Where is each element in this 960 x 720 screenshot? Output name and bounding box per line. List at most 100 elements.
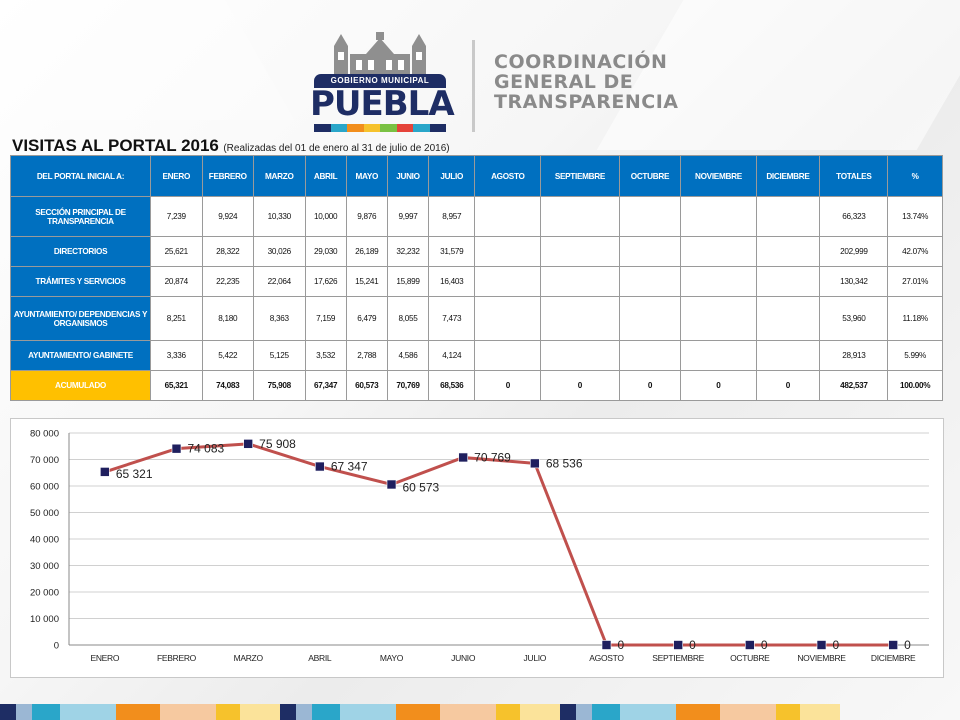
x-tick-label: AGOSTO bbox=[589, 653, 624, 663]
x-tick-label: MARZO bbox=[234, 653, 264, 663]
data-label: 0 bbox=[689, 638, 696, 652]
column-header: OCTUBRE bbox=[618, 155, 682, 197]
table-cell bbox=[680, 236, 757, 267]
footer-stripe bbox=[720, 704, 776, 720]
table-cell: 0 bbox=[680, 370, 757, 401]
table-cell: 27.01% bbox=[887, 266, 943, 297]
y-tick-label: 60 000 bbox=[30, 482, 59, 493]
data-point bbox=[673, 640, 683, 650]
logo-wordmark: PUEBLA bbox=[310, 84, 455, 124]
footer-stripe bbox=[160, 704, 216, 720]
footer-stripe bbox=[312, 704, 340, 720]
footer-stripe bbox=[520, 704, 560, 720]
footer-stripe bbox=[560, 704, 576, 720]
table-cell bbox=[680, 340, 757, 371]
data-point bbox=[243, 439, 253, 449]
footer-stripe bbox=[340, 704, 396, 720]
row-label: AYUNTAMIENTO/ DEPENDENCIAS Y ORGANISMOS bbox=[9, 296, 152, 341]
table-cell: 74,083 bbox=[201, 370, 255, 401]
data-point bbox=[171, 443, 182, 454]
data-label: 67 347 bbox=[331, 460, 368, 474]
table-cell: 0 bbox=[618, 370, 682, 401]
row-label: DIRECTORIOS bbox=[9, 236, 152, 267]
logo-color-bar bbox=[314, 124, 446, 132]
logo-bar-segment bbox=[363, 124, 380, 132]
table-cell bbox=[755, 196, 821, 237]
header-divider bbox=[472, 40, 475, 132]
column-header: SEPTIEMBRE bbox=[540, 155, 620, 197]
row-label: AYUNTAMIENTO/ GABINETE bbox=[9, 340, 152, 371]
footer-stripe bbox=[60, 704, 116, 720]
table-cell bbox=[755, 266, 821, 297]
data-point bbox=[601, 640, 612, 650]
table-cell: 7,239 bbox=[150, 196, 203, 237]
table-cell: 7,473 bbox=[428, 296, 476, 341]
table-cell bbox=[474, 196, 542, 237]
table-cell: 15,899 bbox=[386, 266, 430, 297]
chart-svg: 0 10 000 20 000 30 000 40 000 50 000 60 000 70 … bbox=[30, 429, 929, 663]
table-cell: 13.74% bbox=[887, 196, 943, 237]
footer-stripe bbox=[216, 704, 240, 720]
table-cell: 53,960 bbox=[819, 296, 889, 341]
footer-stripe bbox=[800, 704, 840, 720]
table-cell: 42.07% bbox=[887, 236, 943, 267]
organization-line: COORDINACIÓN bbox=[494, 51, 668, 73]
cathedral-skyline-icon bbox=[334, 32, 426, 76]
organization-line: TRANSPARENCIA bbox=[494, 91, 679, 113]
visits-line-chart: 0 10 000 20 000 30 000 40 000 50 000 60 000 70 … bbox=[10, 418, 944, 678]
table-cell bbox=[540, 196, 620, 237]
organization-line: GENERAL DE bbox=[494, 71, 634, 93]
table-cell: 10,000 bbox=[304, 196, 347, 237]
column-header: ABRIL bbox=[304, 155, 347, 197]
data-point bbox=[100, 467, 110, 477]
title-main: VISITAS AL PORTAL 2016 bbox=[12, 136, 219, 155]
row-label: ACUMULADO bbox=[9, 370, 152, 401]
column-header: DICIEMBRE bbox=[755, 155, 821, 197]
logo-bar-segment bbox=[396, 124, 413, 132]
table-cell: 8,055 bbox=[386, 296, 430, 341]
table-cell bbox=[680, 296, 757, 341]
table-cell bbox=[540, 236, 620, 267]
table-row: TRÁMITES Y SERVICIOS 20,874 22,235 22,064 17… bbox=[9, 266, 943, 297]
table-cell: 4,124 bbox=[428, 340, 476, 371]
table-cell: 0 bbox=[540, 370, 620, 401]
data-point bbox=[530, 458, 540, 469]
footer-stripe bbox=[496, 704, 520, 720]
table-cell: 75,908 bbox=[253, 370, 306, 401]
y-tick-label: 70 000 bbox=[30, 455, 59, 466]
table-cell: 67,347 bbox=[304, 370, 347, 401]
table-cell: 202,999 bbox=[819, 236, 889, 267]
data-label: 0 bbox=[904, 638, 911, 652]
y-tick-label: 30 000 bbox=[30, 561, 59, 572]
logo-bar-segment bbox=[347, 124, 364, 132]
table-cell: 7,159 bbox=[304, 296, 347, 341]
logo-bar-segment bbox=[314, 124, 331, 132]
table-cell: 28,322 bbox=[201, 236, 255, 267]
table-cell bbox=[618, 236, 682, 267]
logo-bar-segment bbox=[380, 124, 397, 132]
table-cell bbox=[618, 196, 682, 237]
table-cell bbox=[755, 296, 821, 341]
table-cell: 30,026 bbox=[253, 236, 306, 267]
x-tick-label: MAYO bbox=[380, 653, 404, 663]
table-cell: 0 bbox=[755, 370, 821, 401]
table-cell bbox=[540, 266, 620, 297]
data-label: 65 321 bbox=[116, 467, 153, 481]
table-cell bbox=[474, 266, 542, 297]
table-cell: 100.00% bbox=[887, 370, 943, 401]
table-cell: 130,342 bbox=[819, 266, 889, 297]
data-point bbox=[888, 640, 898, 650]
table-header-row: DEL PORTAL INICIAL A: ENERO FEBRERO MARZO AB… bbox=[9, 155, 943, 197]
footer-stripe bbox=[296, 704, 312, 720]
y-tick-label: 20 000 bbox=[30, 588, 59, 599]
column-header: JULIO bbox=[428, 155, 476, 197]
column-header: ENERO bbox=[150, 155, 203, 197]
table-cell: 32,232 bbox=[386, 236, 430, 267]
footer-stripe bbox=[440, 704, 496, 720]
footer-stripe bbox=[592, 704, 620, 720]
data-point bbox=[458, 452, 468, 463]
table-cell: 6,479 bbox=[345, 296, 388, 341]
x-tick-label: OCTUBRE bbox=[730, 653, 770, 663]
table-cell: 0 bbox=[474, 370, 542, 401]
x-tick-label: FEBRERO bbox=[157, 653, 197, 663]
